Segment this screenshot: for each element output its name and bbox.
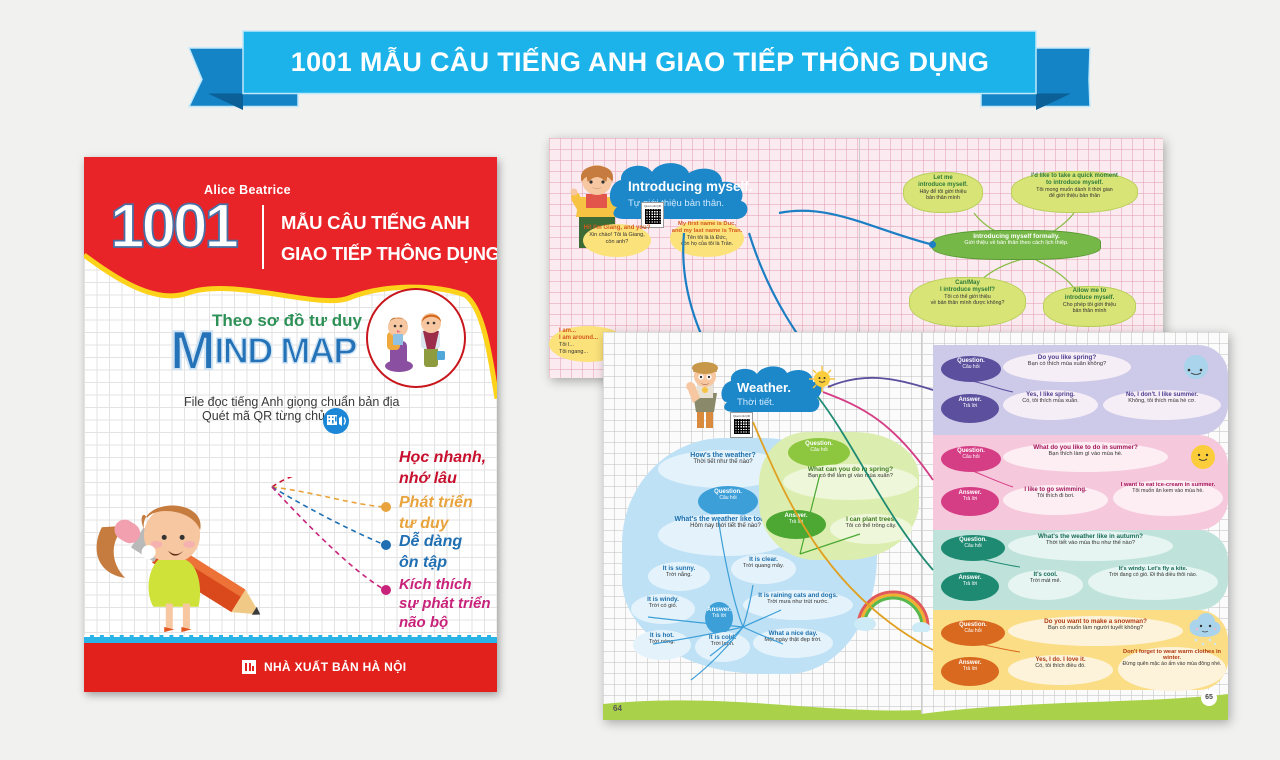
svg-text:1001 MẪU CÂU TIẾNG ANH GIAO TI: 1001 MẪU CÂU TIẾNG ANH GIAO TIẾP THÔNG D… — [291, 46, 989, 77]
